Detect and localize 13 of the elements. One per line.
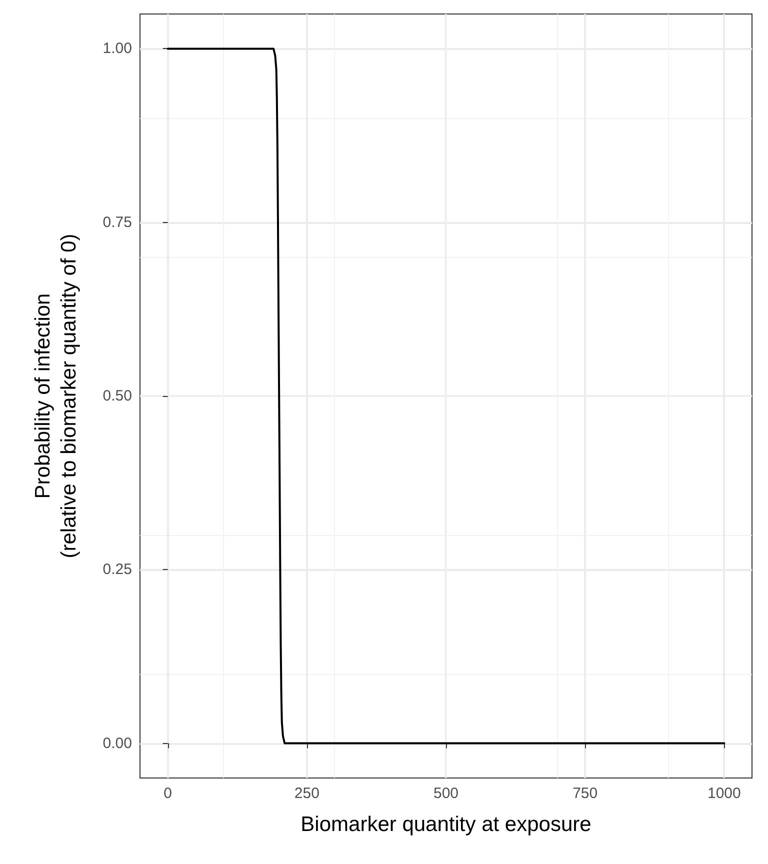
- x-tick-label: 250: [294, 785, 320, 802]
- x-tick-label: 0: [164, 785, 172, 802]
- x-axis-title: Biomarker quantity at exposure: [300, 813, 592, 836]
- y-tick-label: 0.25: [102, 561, 132, 578]
- y-tick-label: 1.00: [102, 40, 132, 58]
- y-tick-label: 0.50: [102, 388, 132, 404]
- y-axis-title: Probability of infection (relative to biomarker quantity of 0): [32, 234, 80, 558]
- x-tick-label: 500: [433, 785, 459, 802]
- x-tick-label: 750: [572, 785, 598, 802]
- y-tick-label: 0.00: [102, 734, 132, 752]
- line-series: [166, 48, 726, 744]
- x-tick-label: 1000: [707, 785, 741, 802]
- y-tick-label: 0.75: [102, 214, 132, 231]
